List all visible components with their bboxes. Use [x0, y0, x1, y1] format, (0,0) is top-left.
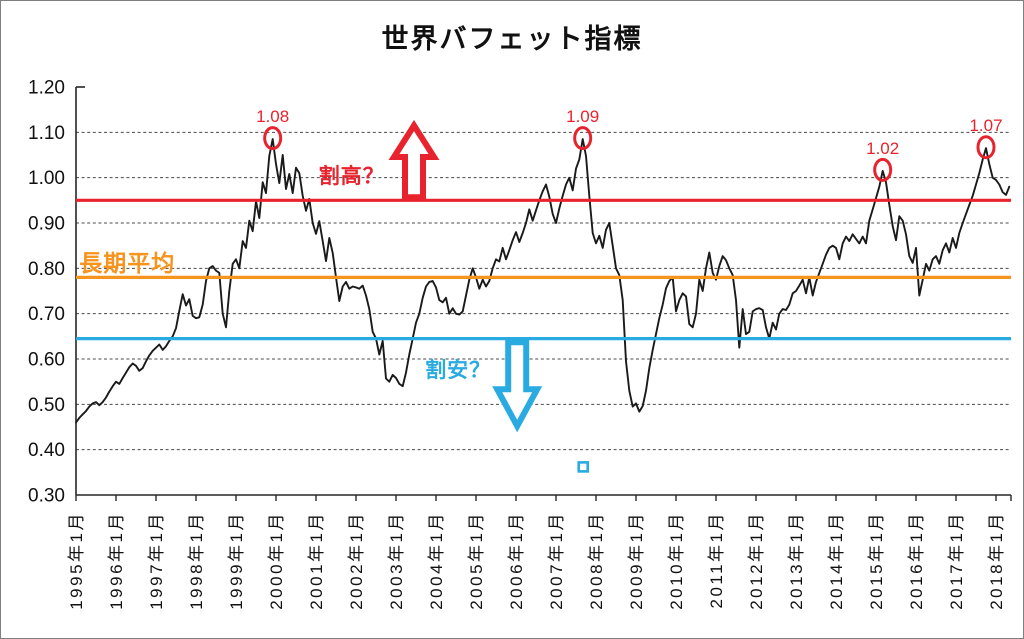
peak-circle: [263, 126, 283, 151]
x-tick-label: 2014年1月: [827, 511, 846, 610]
stray-point-marker: [577, 461, 590, 473]
y-tick-label: 1.00: [28, 168, 65, 189]
x-tick-label: 2001年1月: [307, 511, 326, 610]
y-tick-label: 1.20: [28, 78, 65, 99]
x-tick-label: 2003年1月: [387, 511, 406, 610]
peak-value-label: 1.07: [969, 116, 1002, 135]
y-tick-label: 0.40: [28, 440, 65, 461]
x-tick-label: 1996年1月: [107, 511, 126, 610]
x-tick-label: 2016年1月: [907, 511, 926, 610]
y-tick-label: 0.80: [28, 259, 65, 280]
x-tick-label: 2015年1月: [867, 511, 886, 610]
arrow-down-icon: [492, 339, 543, 433]
x-tick-label: 2007年1月: [547, 511, 566, 610]
x-tick-label: 2005年1月: [467, 511, 486, 610]
x-tick-label: 2012年1月: [747, 511, 766, 610]
peak-circle: [573, 126, 593, 151]
x-tick-label: 1997年1月: [147, 511, 166, 610]
peak-circle: [873, 157, 893, 182]
x-tick-label: 2000年1月: [267, 511, 286, 610]
x-tick-label: 2004年1月: [427, 511, 446, 610]
x-tick-label: 1999年1月: [227, 511, 246, 610]
y-tick-label: 0.90: [28, 214, 65, 235]
peak-value-label: 1.08: [256, 107, 289, 126]
peak-value-label: 1.02: [866, 139, 899, 158]
x-tick-label: 2008年1月: [587, 511, 606, 610]
x-tick-label: 2013年1月: [787, 511, 806, 610]
peak-value-label: 1.09: [566, 107, 599, 126]
x-tick-label: 2017年1月: [947, 511, 966, 610]
undervalued-annotation: 割安？: [425, 358, 492, 382]
x-tick-label: 2011年1月: [707, 511, 726, 609]
arrow-up-icon: [388, 119, 440, 201]
x-tick-label: 2002年1月: [347, 511, 366, 610]
y-tick-label: 0.30: [28, 486, 65, 507]
y-tick-label: 0.70: [28, 304, 65, 325]
x-tick-label: 2009年1月: [627, 511, 646, 610]
x-tick-label: 1995年1月: [67, 511, 86, 610]
longterm-average-label: 長期平均: [79, 250, 176, 277]
y-tick-label: 1.10: [28, 123, 65, 144]
peak-circle: [976, 135, 996, 160]
x-tick-label: 2018年1月: [987, 511, 1006, 610]
overvalued-annotation: 割高？: [318, 165, 385, 189]
y-tick-label: 0.60: [28, 350, 65, 371]
chart-title: 世界バフェット指標: [381, 24, 643, 54]
x-tick-label: 1998年1月: [187, 511, 206, 610]
x-tick-label: 2006年1月: [507, 511, 526, 610]
buffett-indicator-line: [75, 138, 1011, 424]
x-tick-label: 2010年1月: [667, 511, 686, 610]
y-tick-label: 0.50: [28, 395, 65, 416]
